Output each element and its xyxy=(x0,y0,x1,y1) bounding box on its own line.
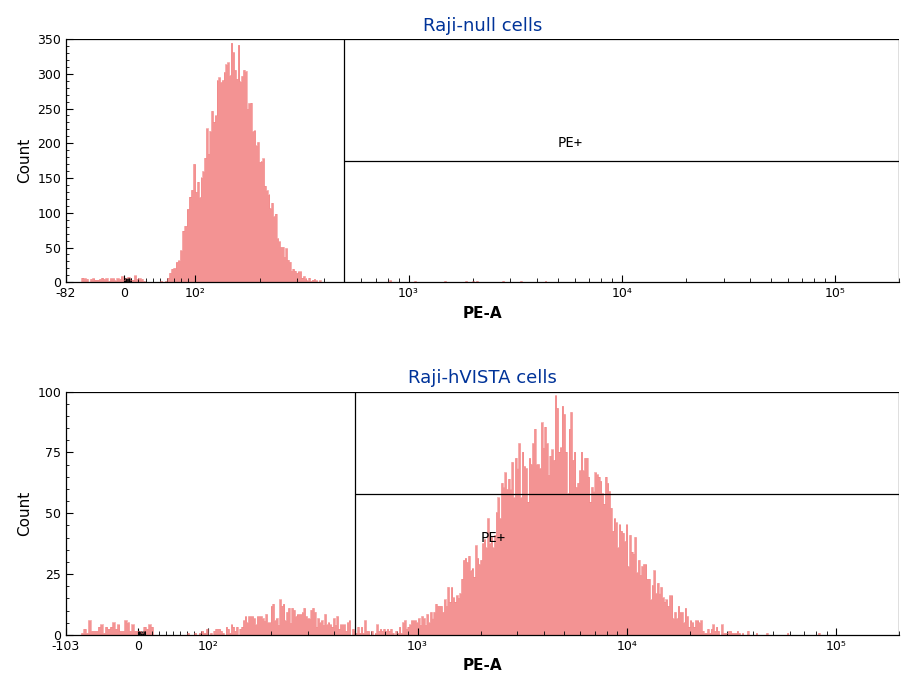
Title: Raji-null cells: Raji-null cells xyxy=(423,17,542,34)
Text: PE+: PE+ xyxy=(558,136,583,150)
X-axis label: PE-A: PE-A xyxy=(463,306,503,321)
Text: PE+: PE+ xyxy=(481,531,506,544)
Y-axis label: Count: Count xyxy=(16,491,32,536)
Title: Raji-hVISTA cells: Raji-hVISTA cells xyxy=(409,369,557,387)
Y-axis label: Count: Count xyxy=(16,138,32,184)
X-axis label: PE-A: PE-A xyxy=(463,658,503,673)
